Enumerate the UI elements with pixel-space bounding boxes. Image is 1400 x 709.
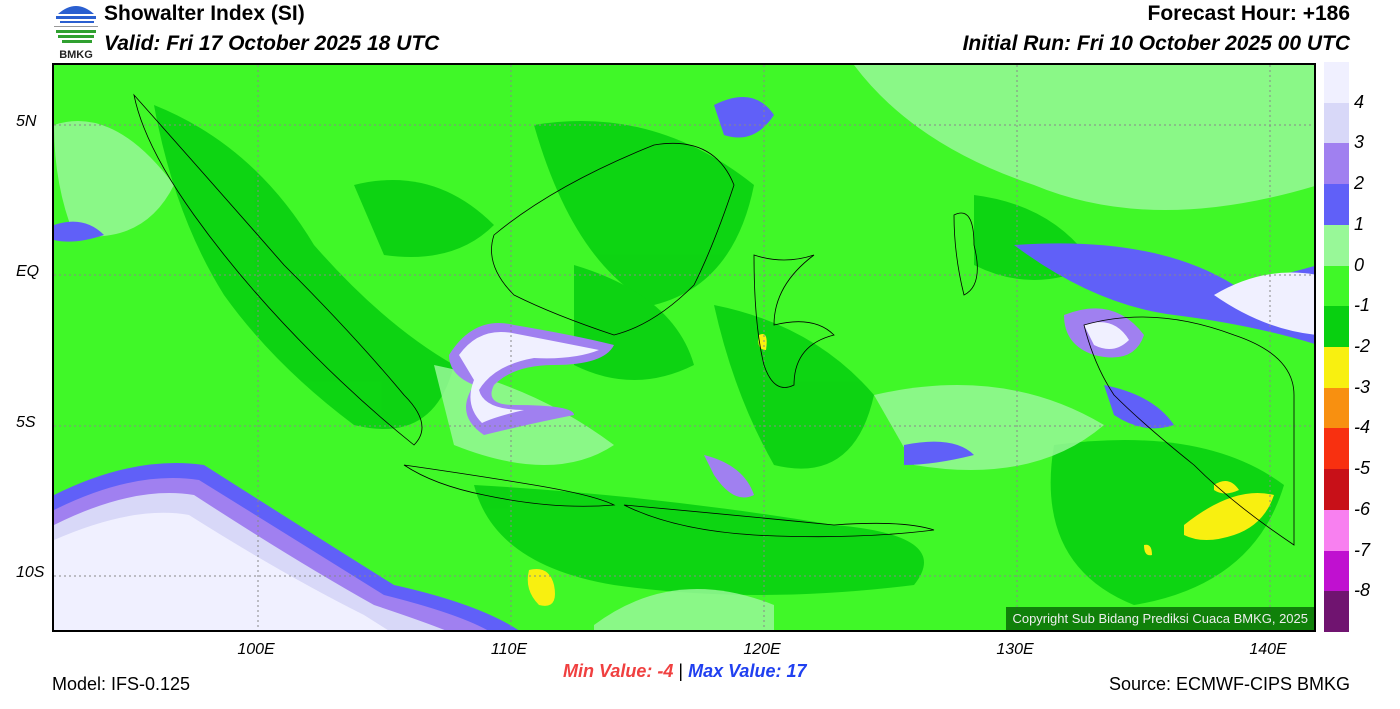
colorbar-bin	[1324, 62, 1349, 103]
lon-label-140e: 140E	[1249, 641, 1287, 658]
min-max-values: Min Value: -4 | Max Value: 17	[563, 661, 806, 682]
colorbar-bin	[1324, 143, 1349, 185]
source-label: Source: ECMWF-CIPS BMKG	[1108, 674, 1350, 694]
lon-label-110e: 110E	[490, 641, 528, 658]
initial-run: Initial Run: Fri 10 October 2025 00 UTC	[962, 32, 1350, 55]
colorbar-label: -4	[1354, 417, 1371, 438]
map-field	[54, 65, 1314, 630]
colorbar-bin	[1324, 102, 1349, 144]
model-label: Model: IFS-0.125	[52, 674, 191, 694]
colorbar-bin	[1324, 265, 1349, 307]
lat-label-10s: 10S	[16, 564, 45, 581]
colorbar-label: -7	[1354, 539, 1371, 560]
lon-label-120e: 120E	[743, 641, 781, 658]
colorbar-label: -5	[1354, 458, 1371, 479]
bmkg-logo: BMKG	[50, 2, 102, 61]
colorbar-label: 4	[1354, 91, 1365, 112]
colorbar-bin	[1324, 387, 1349, 429]
colorbar-label: -2	[1354, 336, 1371, 356]
lon-label-100e: 100E	[237, 641, 275, 658]
colorbar-bin	[1324, 428, 1349, 470]
colorbar-label: -1	[1354, 295, 1371, 316]
chart-title: Showalter Index (SI)	[104, 2, 305, 25]
lon-label-130e: 130E	[996, 641, 1034, 658]
colorbar-label: -3	[1354, 376, 1371, 397]
max-value: Max Value: 17	[688, 661, 807, 681]
svg-text:BMKG: BMKG	[59, 49, 93, 60]
colorbar-bin	[1324, 509, 1349, 551]
colorbar-label: 1	[1354, 213, 1365, 234]
colorbar-label: 2	[1354, 173, 1365, 194]
separator: |	[678, 661, 684, 681]
colorbar-label: 3	[1354, 132, 1365, 153]
lat-label-5s: 5S	[16, 414, 36, 431]
colorbar-bin	[1324, 184, 1349, 226]
forecast-hour: Forecast Hour: +186	[1147, 2, 1351, 25]
colorbar-label: 0	[1354, 254, 1365, 275]
colorbar-bin	[1324, 224, 1349, 266]
colorbar-bin	[1324, 550, 1349, 592]
colorbar-label: -6	[1354, 498, 1371, 519]
colorbar-bin	[1324, 347, 1349, 388]
colorbar-label: -8	[1354, 580, 1371, 601]
min-value: Min Value: -4	[563, 661, 674, 681]
colorbar-bin	[1324, 306, 1349, 348]
copyright-notice: Copyright Sub Bidang Prediksi Cuaca BMKG…	[1006, 607, 1314, 630]
lat-label-5n: 5N	[16, 113, 37, 130]
colorbar-bin	[1324, 469, 1349, 511]
lat-label-eq: EQ	[16, 263, 40, 280]
valid-time: Valid: Fri 17 October 2025 18 UTC	[104, 32, 440, 55]
showalter-index-map[interactable]: Copyright Sub Bidang Prediksi Cuaca BMKG…	[52, 63, 1316, 632]
colorbar-bin	[1324, 591, 1349, 633]
